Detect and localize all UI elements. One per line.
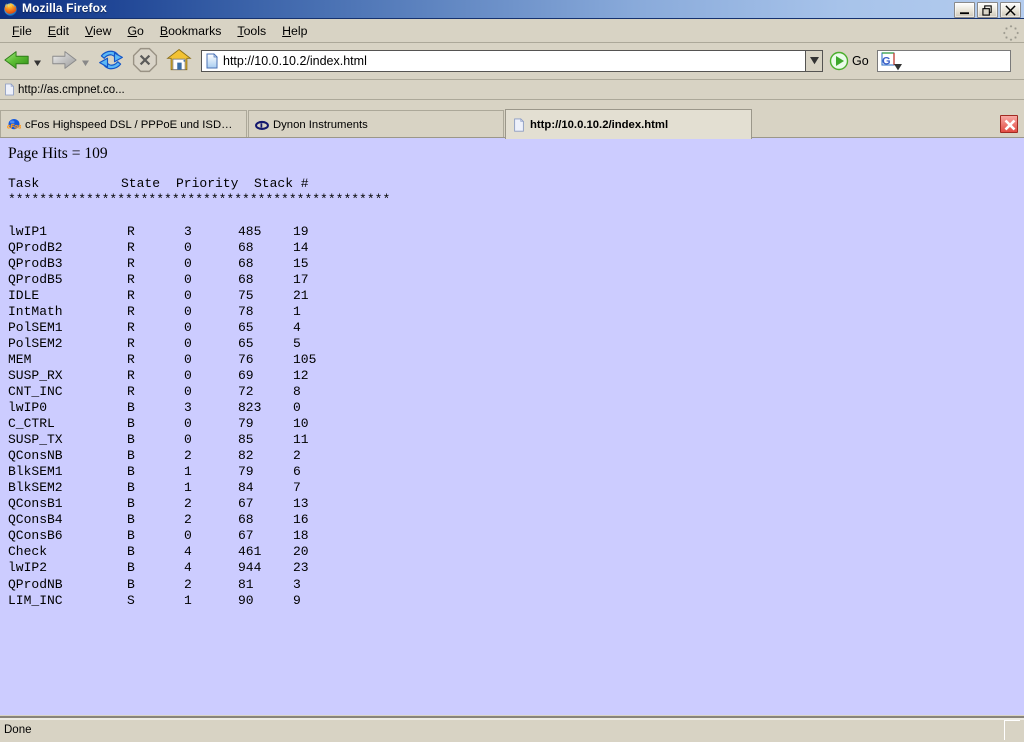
svg-text:G: G xyxy=(882,56,891,68)
svg-text:cFos: cFos xyxy=(7,123,21,130)
